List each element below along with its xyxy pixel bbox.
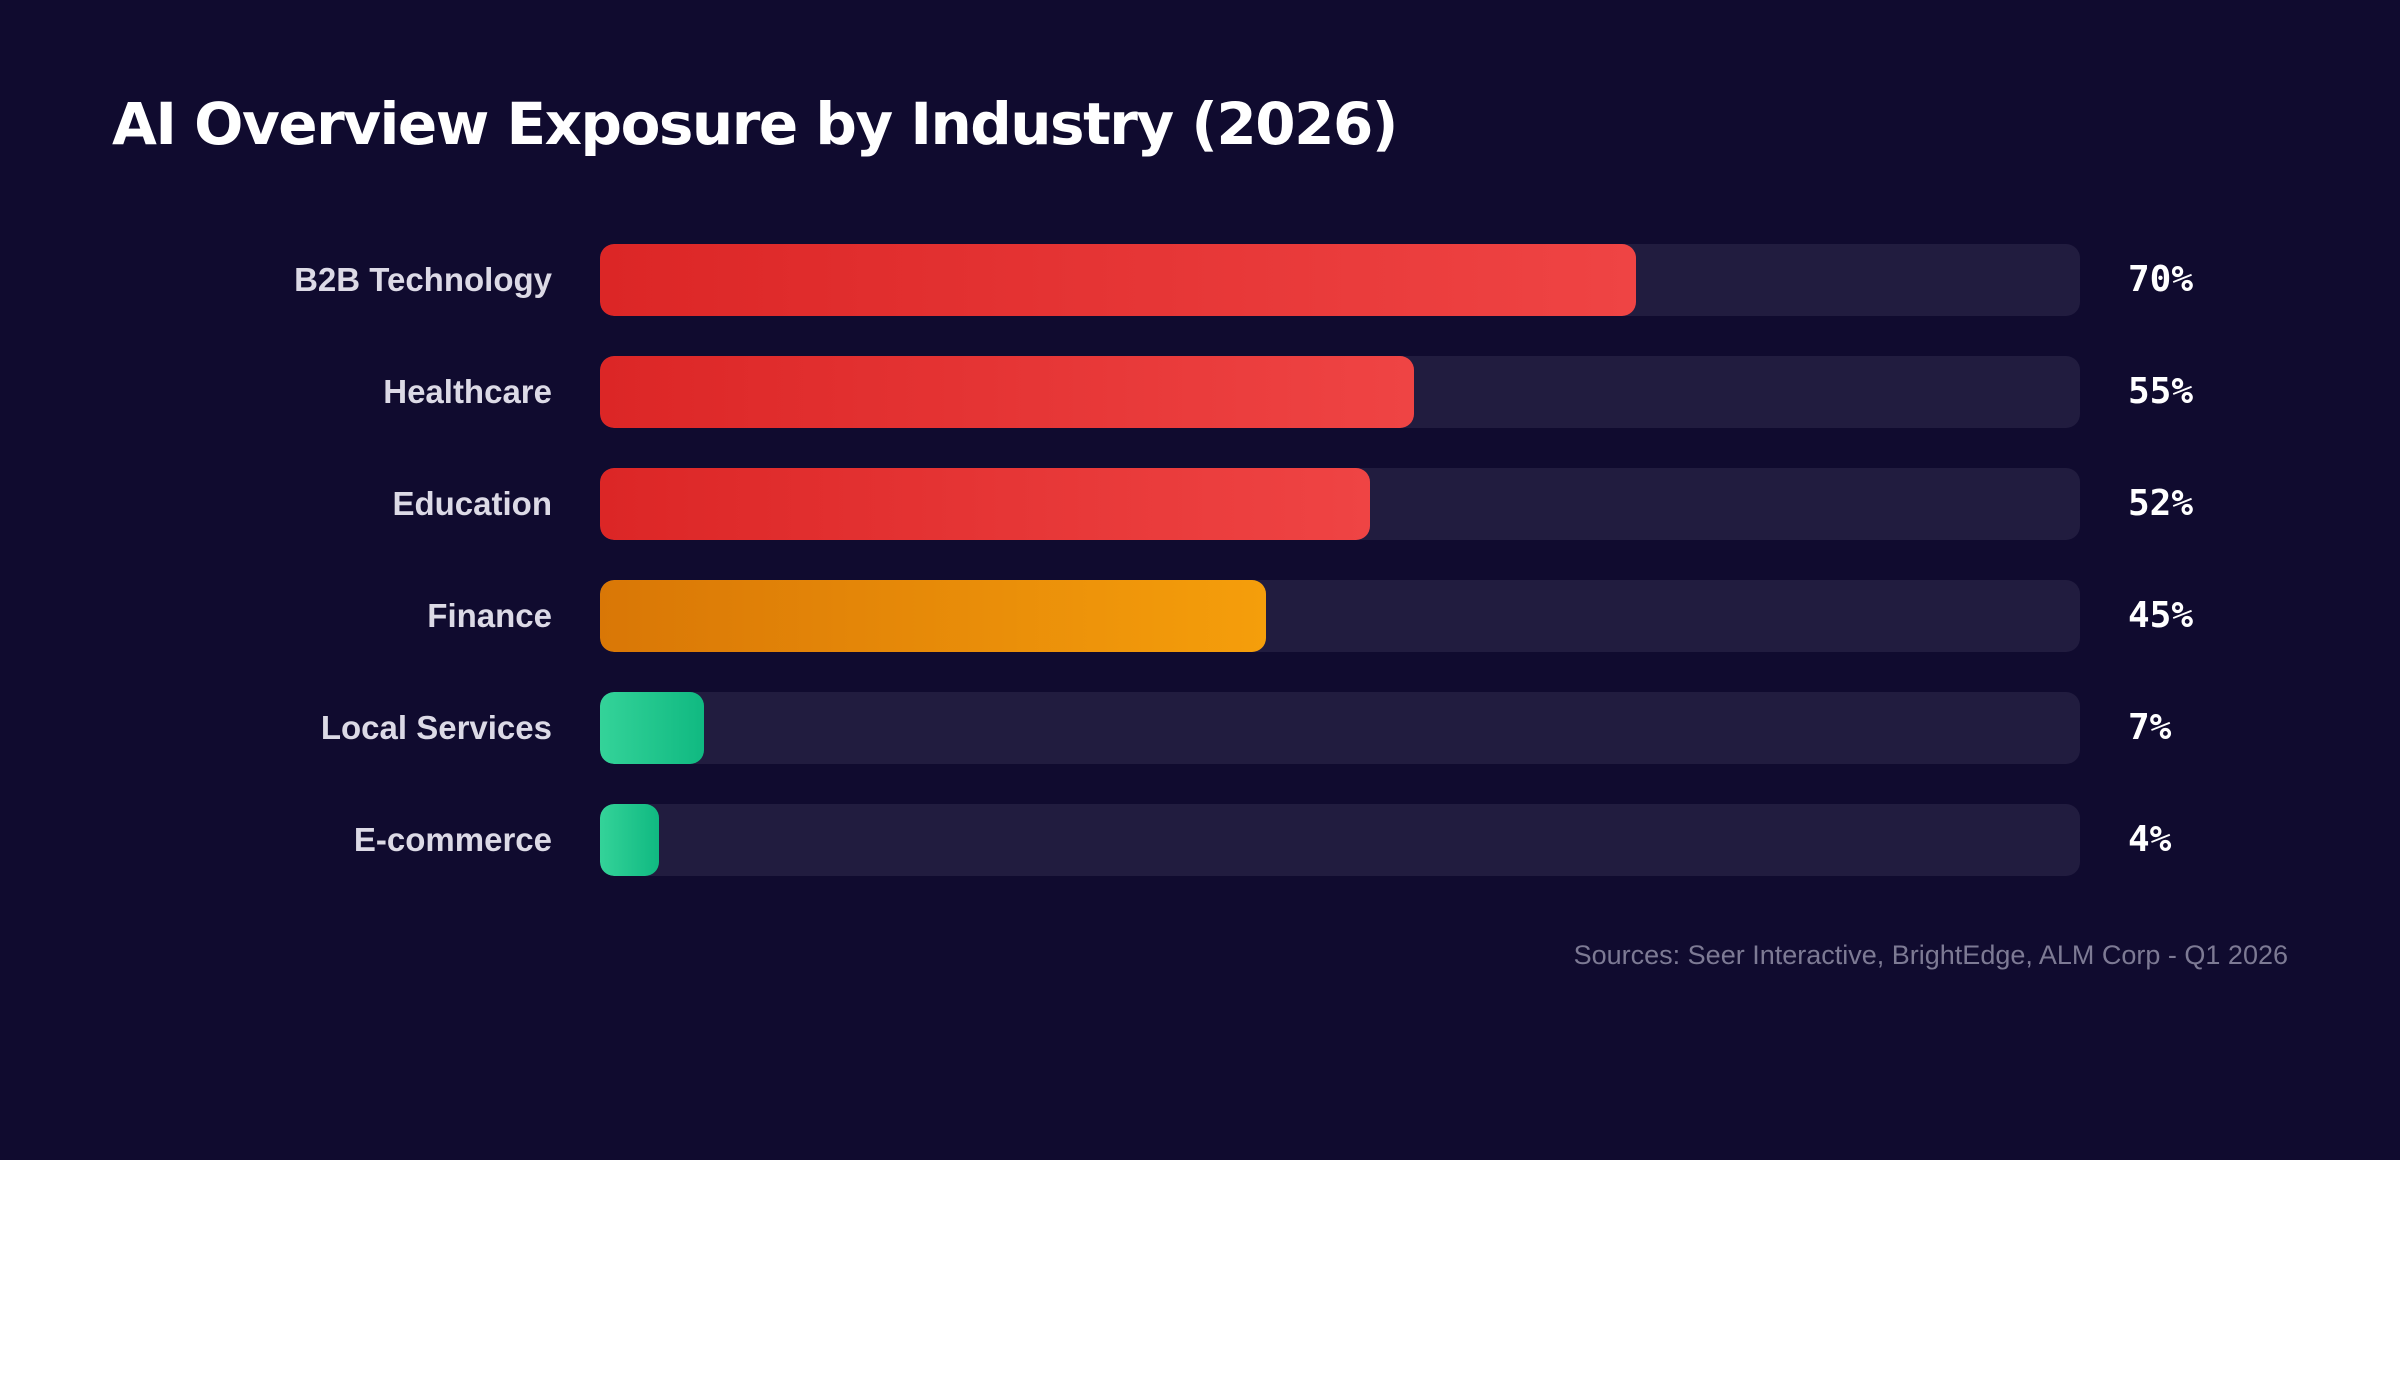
bar: [600, 692, 704, 764]
bar-row: Healthcare 55%: [0, 356, 2400, 428]
bar-track: [600, 356, 2080, 428]
bar: [600, 356, 1414, 428]
source-note: Sources: Seer Interactive, BrightEdge, A…: [1573, 940, 2288, 970]
value-label: 55%: [2128, 371, 2194, 412]
category-label: Local Services: [320, 709, 552, 746]
bar-row: E-commerce 4%: [0, 804, 2400, 876]
category-label: Healthcare: [383, 373, 552, 410]
bar-row: Local Services 7%: [0, 692, 2400, 764]
chart-title: AI Overview Exposure by Industry (2026): [112, 90, 1398, 158]
category-label: B2B Technology: [294, 261, 552, 298]
bar: [600, 804, 660, 876]
value-label: 7%: [2128, 707, 2172, 748]
bar-track: [600, 692, 2080, 764]
bar-track: [600, 804, 2080, 876]
bar-row: B2B Technology 70%: [0, 244, 2400, 316]
bar-row: Finance 45%: [0, 580, 2400, 652]
bar-track: [600, 244, 2080, 316]
category-label: Education: [392, 485, 552, 522]
value-label: 4%: [2128, 819, 2172, 860]
bar: [600, 580, 1266, 652]
chart-panel: AI Overview Exposure by Industry (2026) …: [0, 0, 2400, 1160]
value-label: 45%: [2128, 595, 2194, 636]
category-label: Finance: [427, 597, 552, 634]
bar-track: [600, 580, 2080, 652]
category-label: E-commerce: [353, 821, 552, 858]
bar-track: [600, 468, 2080, 540]
value-label: 70%: [2128, 259, 2194, 300]
bar-row: Education 52%: [0, 468, 2400, 540]
bar: [600, 244, 1636, 316]
value-label: 52%: [2128, 483, 2194, 524]
bar: [600, 468, 1370, 540]
